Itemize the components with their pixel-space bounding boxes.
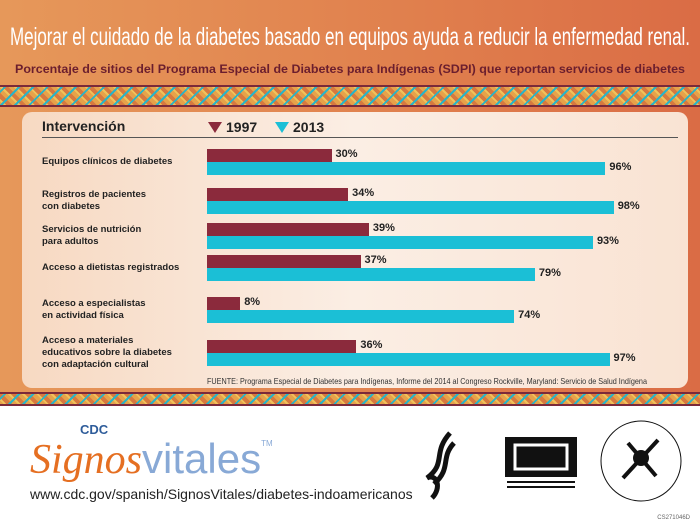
- data-label: 8%: [244, 296, 261, 308]
- data-label: 74%: [518, 309, 541, 321]
- data-label: 97%: [613, 352, 636, 364]
- data-label: 93%: [596, 235, 619, 247]
- category-header: Intervención: [42, 118, 126, 134]
- website-link[interactable]: www.cdc.gov/spanish/SignosVitales/diabet…: [30, 486, 413, 502]
- decorative-band-top: [0, 85, 700, 107]
- decorative-band-bottom: [0, 392, 700, 406]
- bar-2013: [207, 310, 515, 323]
- category-label: Equipos clínicos de diabetes: [42, 156, 173, 167]
- ihs-seal-logo: [600, 420, 682, 502]
- data-label: 96%: [609, 161, 632, 173]
- page-subtitle: Porcentaje de sitios del Programa Especi…: [15, 64, 685, 76]
- bar-1997: [207, 255, 361, 268]
- data-label: 79%: [538, 267, 561, 279]
- bar-2013: [207, 268, 535, 281]
- page-title-wrap: Mejorar el cuidado de la diabetes basado…: [10, 23, 690, 51]
- data-label: 39%: [372, 222, 395, 234]
- bar-1997: [207, 340, 357, 353]
- data-label: 34%: [352, 187, 375, 199]
- bar-2013: [207, 353, 610, 366]
- data-label: 37%: [364, 254, 387, 266]
- source-note-wrap: FUENTE: Programa Especial de Diabetes pa…: [207, 376, 647, 386]
- category-label: Acceso a especialistas en actividad físic…: [42, 298, 146, 321]
- document-code: CS271046D: [657, 515, 690, 521]
- bar-1997: [207, 149, 332, 162]
- bar-1997: [207, 188, 349, 201]
- bar-2013: [207, 236, 593, 249]
- triangle-down-icon: [275, 121, 289, 133]
- header-divider: [42, 137, 678, 138]
- category-label: Registros de pacientes con diabetes: [42, 189, 147, 212]
- data-label: 98%: [617, 200, 640, 212]
- category-label: Acceso a materiales educativos sobre la d…: [42, 335, 172, 370]
- category-label: Acceso a dietistas registrados: [42, 262, 180, 273]
- page-subtitle-wrap: Porcentaje de sitios del Programa Especi…: [15, 64, 685, 76]
- bar-1997: [207, 297, 241, 310]
- bar-2013: [207, 201, 614, 214]
- legend-1997: 1997: [208, 119, 257, 135]
- legend-2013: 2013: [275, 119, 324, 135]
- bar-1997: [207, 223, 369, 236]
- trademark: TM: [261, 439, 273, 448]
- cdc-logo: [505, 437, 577, 488]
- data-label: 30%: [335, 148, 358, 160]
- source-note: FUENTE: Programa Especial de Diabetes pa…: [207, 376, 647, 386]
- signos-vitales-logo: SignosvitalesTM: [30, 435, 273, 483]
- data-label: 36%: [360, 339, 383, 351]
- category-label: Servicios de nutrición para adultos: [42, 224, 142, 247]
- bar-2013: [207, 162, 606, 175]
- triangle-down-icon: [208, 121, 222, 133]
- logo-cdc-text: CDC: [80, 422, 109, 437]
- page-title: Mejorar el cuidado de la diabetes basado…: [10, 23, 690, 51]
- hhs-seal-logo: [396, 422, 474, 500]
